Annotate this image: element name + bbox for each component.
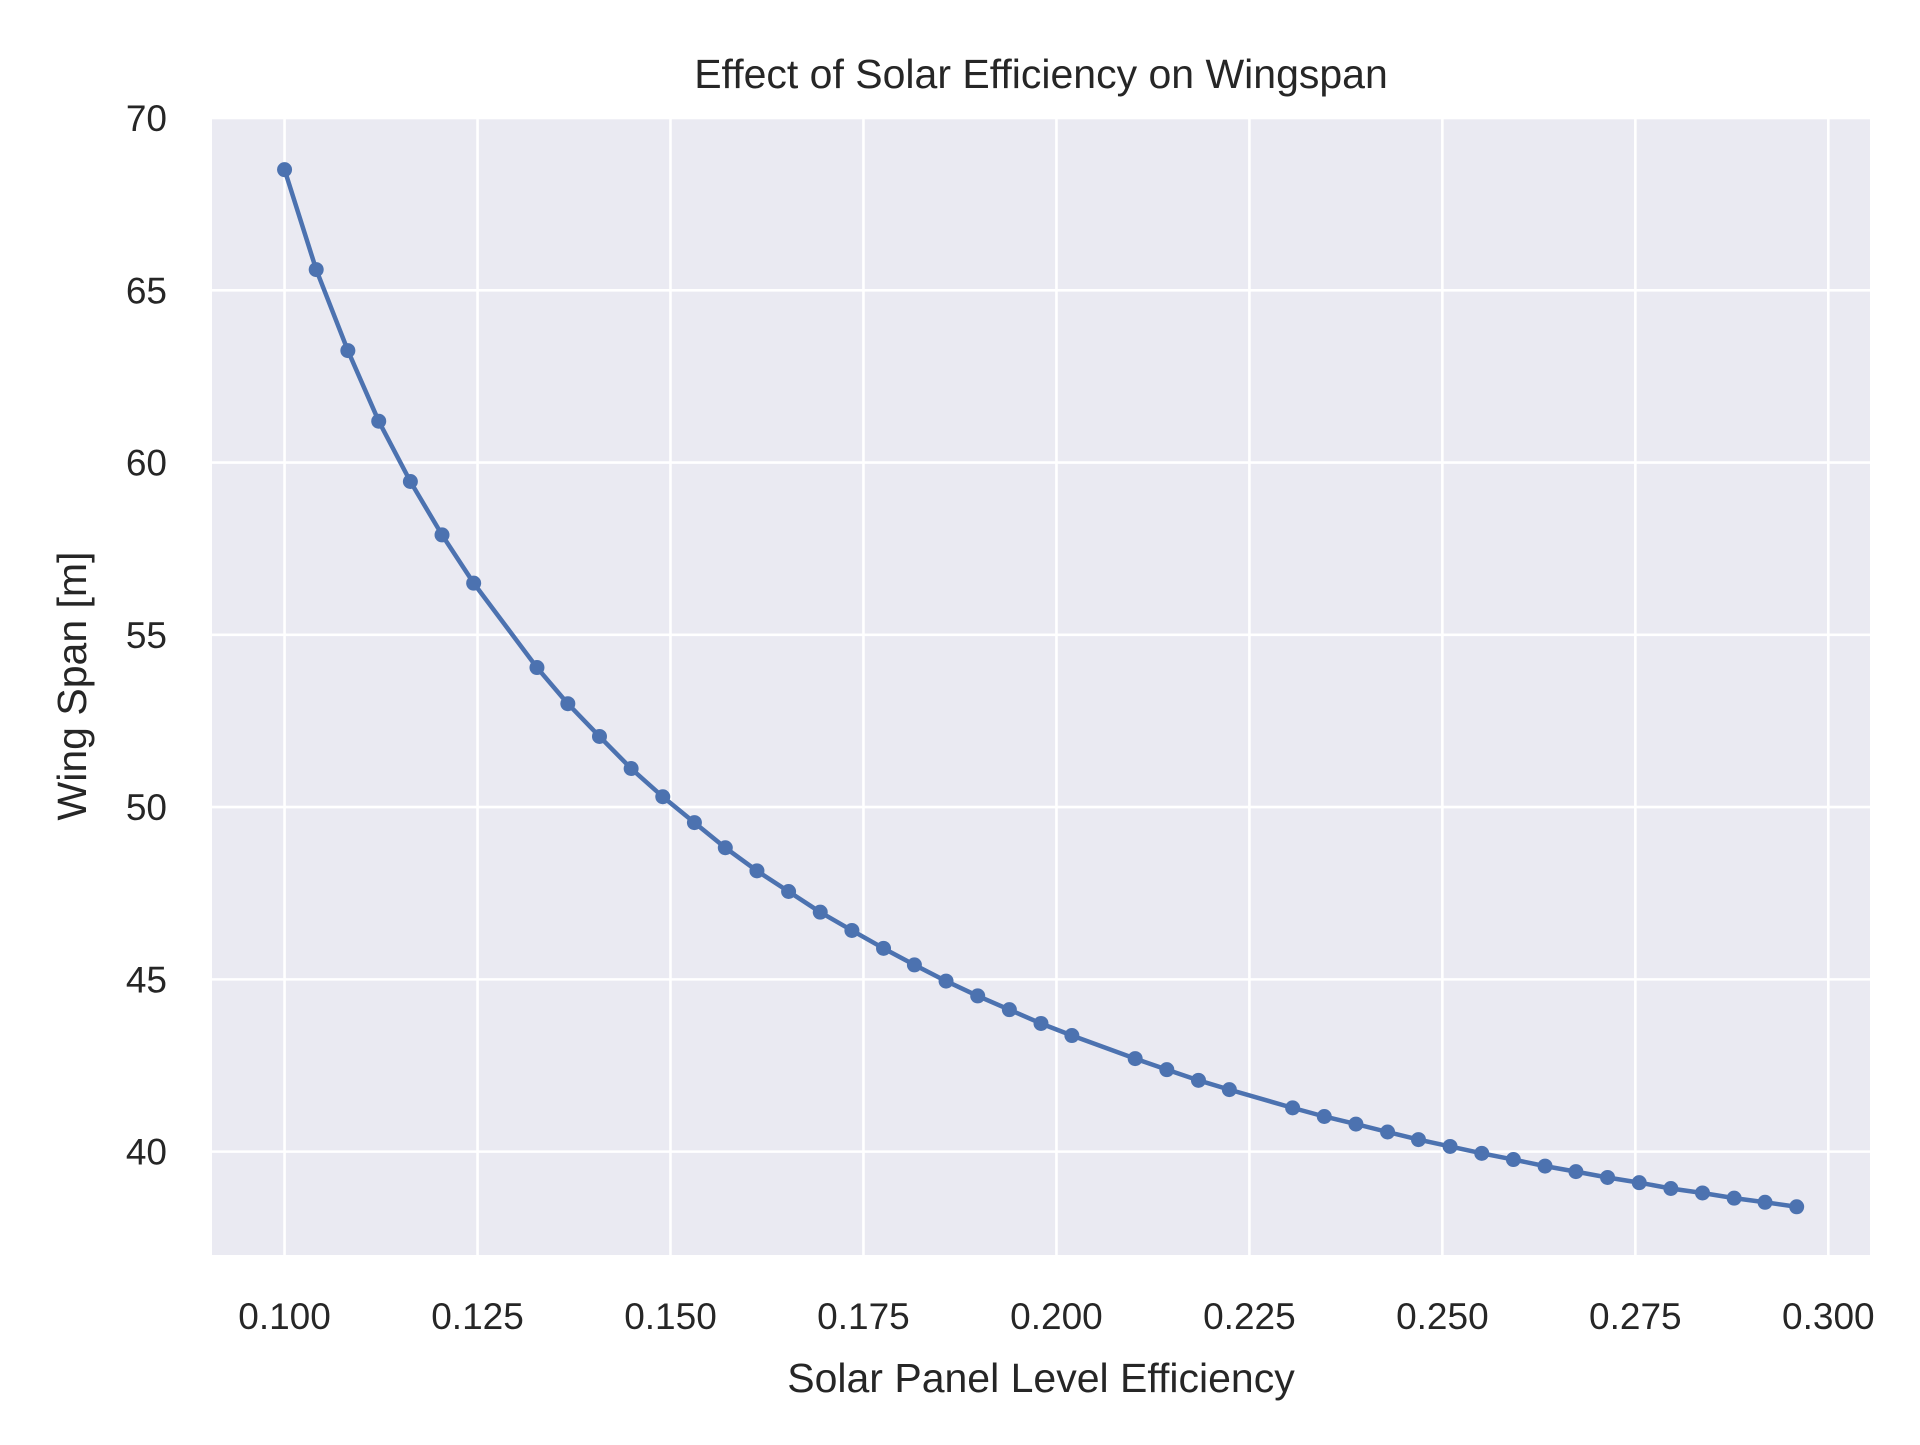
data-point [1600,1169,1616,1185]
plot-area [212,118,1870,1255]
y-tick-label: 50 [126,787,167,828]
data-point [1757,1194,1773,1210]
data-point [1285,1100,1301,1116]
data-point [876,940,892,956]
chart-title: Effect of Solar Efficiency on Wingspan [694,51,1388,97]
data-point [560,696,576,712]
data-point [717,840,733,856]
tick-labels: 0.100 0.125 0.150 0.175 0.200 0.225 0.250 0.275… [126,98,1875,1337]
series-line [282,167,1799,1210]
data-point [1348,1116,1364,1132]
data-point [277,162,293,178]
y-tick-label: 45 [126,959,167,1000]
data-point [1663,1181,1679,1197]
data-point [938,973,954,989]
x-tick-label: 0.125 [431,1296,524,1337]
x-tick-label: 0.250 [1396,1296,1489,1337]
data-point [340,343,356,359]
data-point [812,904,828,920]
x-tick-label: 0.200 [1010,1296,1103,1337]
data-point [1380,1124,1396,1140]
data-point [970,988,986,1004]
data-point [529,660,545,676]
data-point [1127,1051,1143,1067]
data-point [402,473,418,489]
y-tick-label: 60 [126,443,167,484]
y-tick-label: 55 [126,615,167,656]
data-point [308,262,324,278]
y-tick-label: 70 [126,98,167,139]
data-point [434,527,450,543]
data-point [1695,1185,1711,1201]
data-point [1064,1028,1080,1044]
data-point [1316,1108,1332,1124]
data-point [906,957,922,973]
data-point [1033,1015,1049,1031]
data-point [781,884,797,900]
data-point [1159,1062,1175,1078]
data-point [466,575,482,591]
series-layer [277,162,1805,1215]
data-point [749,863,765,879]
data-point [1410,1132,1426,1148]
x-tick-label: 0.100 [238,1296,331,1337]
data-point [1442,1138,1458,1154]
data-point [1190,1072,1206,1088]
x-tick-label: 0.275 [1589,1296,1682,1337]
data-point [844,922,860,938]
data-point [1726,1190,1742,1206]
data-point [1001,1002,1017,1018]
data-point [655,789,671,805]
data-point [1474,1145,1490,1161]
y-tick-label: 40 [126,1132,167,1173]
x-tick-label: 0.225 [1203,1296,1296,1337]
data-point [371,413,387,429]
y-tick-label: 65 [126,270,167,311]
x-axis-label: Solar Panel Level Efficiency [787,1355,1295,1401]
data-point [623,761,639,777]
data-point [1221,1082,1237,1098]
data-point [686,815,702,831]
data-point [591,728,607,744]
data-point [1789,1199,1805,1215]
grid-lines [212,116,1870,1255]
x-tick-label: 0.175 [817,1296,910,1337]
x-tick-label: 0.150 [624,1296,717,1337]
data-point [1568,1164,1584,1180]
data-point [1537,1158,1553,1174]
x-tick-label: 0.300 [1782,1296,1875,1337]
data-point [1505,1152,1521,1168]
data-point [1631,1175,1647,1191]
y-axis-label: Wing Span [m] [49,552,95,821]
